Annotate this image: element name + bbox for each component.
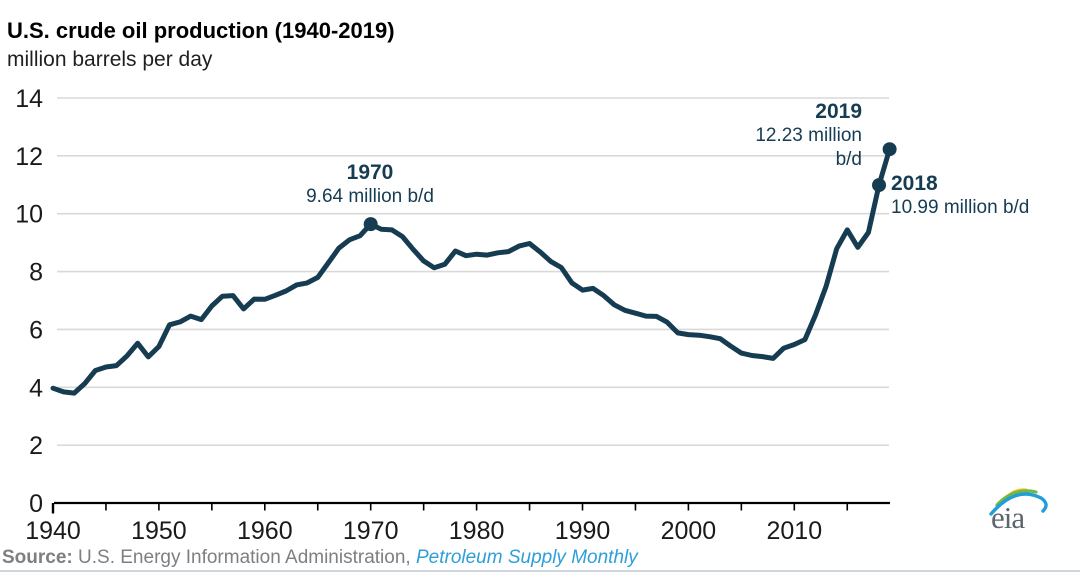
annotation-2018-year: 2018 <box>891 172 938 195</box>
marker-dot-2018 <box>872 178 887 193</box>
eia-logo-green-arc-icon <box>995 489 1038 507</box>
chart-title: U.S. crude oil production (1940-2019) <box>7 18 395 43</box>
marker-dot-2019 <box>882 142 897 157</box>
annotation-2019-value-line2: b/d <box>835 149 862 170</box>
x-tick-label-2010: 2010 <box>766 517 822 545</box>
bottom-divider <box>0 570 1080 572</box>
y-tick-label-14: 14 <box>15 85 43 113</box>
annotation-2019-value-line1: 12.23 million <box>755 125 862 146</box>
source-link[interactable]: Petroleum Supply Monthly <box>415 547 638 568</box>
x-tick-label-1960: 1960 <box>237 517 293 545</box>
source-text: U.S. Energy Information Administration, <box>72 547 416 568</box>
y-tick-label-6: 6 <box>29 316 43 344</box>
x-tick-label-1980: 1980 <box>449 517 505 545</box>
production-line-series <box>50 146 893 396</box>
y-tick-label-10: 10 <box>15 201 43 229</box>
chart-subtitle: million barrels per day <box>7 48 213 71</box>
annotation-2019: 2019 12.23 million b/d <box>648 100 862 172</box>
x-tick-label-1970: 1970 <box>343 517 399 545</box>
eia-logo: eia <box>989 488 1048 535</box>
y-tick-label-4: 4 <box>29 374 43 402</box>
x-tick-label-1990: 1990 <box>555 517 611 545</box>
source-label: Source: <box>2 547 73 568</box>
y-tick-label-2: 2 <box>29 432 43 460</box>
annotation-1970-value: 9.64 million b/d <box>306 186 434 207</box>
eia-logo-blue-arc-icon <box>989 492 1048 516</box>
marker-dot-1970 <box>363 217 378 232</box>
annotation-2019-year: 2019 <box>815 100 862 123</box>
x-tick-label-1950: 1950 <box>131 517 187 545</box>
annotation-1970: 1970 9.64 million b/d <box>260 161 480 209</box>
source-line: Source: U.S. Energy Information Administ… <box>2 547 638 569</box>
y-tick-label-8: 8 <box>29 259 43 287</box>
y-tick-label-0: 0 <box>29 490 43 518</box>
x-tick-label-1940: 1940 <box>25 517 81 545</box>
annotation-2018: 2018 10.99 million b/d <box>891 172 1080 220</box>
annotation-1970-year: 1970 <box>346 161 394 184</box>
y-tick-label-12: 12 <box>15 143 43 171</box>
eia-logo-text: eia <box>991 500 1025 535</box>
x-tick-label-2000: 2000 <box>661 517 717 545</box>
annotation-2018-value: 10.99 million b/d <box>891 197 1030 218</box>
